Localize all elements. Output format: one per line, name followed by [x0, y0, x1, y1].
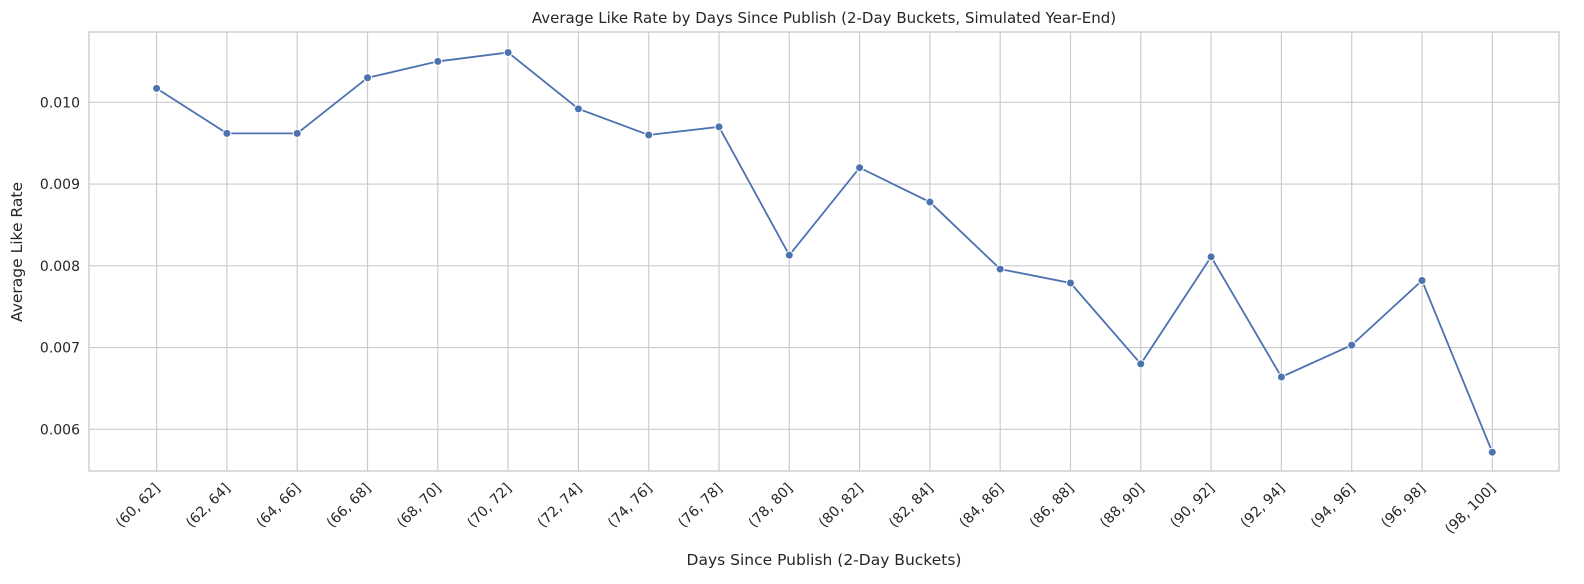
x-tick-label: (66, 68] — [324, 481, 375, 532]
x-tick-label: (68, 70] — [394, 481, 445, 532]
x-tick-label: (60, 62] — [113, 481, 164, 532]
y-tick-label: 0.006 — [40, 422, 80, 438]
x-tick-label: (94, 96] — [1308, 481, 1359, 532]
y-axis-label: Average Like Rate — [8, 182, 26, 322]
x-tick-label: (98, 100] — [1442, 481, 1499, 538]
data-point — [784, 250, 794, 260]
y-tick-label: 0.007 — [40, 341, 80, 357]
y-axis-ticks: 0.006 0.007 0.008 0.009 0.010 — [40, 95, 80, 438]
data-point — [152, 83, 162, 93]
x-tick-label: (90, 92] — [1167, 481, 1218, 532]
x-tick-label: (80, 82] — [816, 481, 867, 532]
data-point — [1206, 252, 1216, 262]
data-point — [433, 56, 443, 66]
data-point — [1136, 359, 1146, 369]
y-tick-label: 0.008 — [40, 259, 80, 275]
series-points — [152, 47, 1497, 457]
data-point — [1276, 372, 1286, 382]
x-tick-label: (64, 66] — [254, 481, 305, 532]
x-tick-label: (88, 90] — [1097, 481, 1148, 532]
data-point — [1417, 276, 1427, 286]
data-point — [222, 128, 232, 138]
data-point — [1487, 447, 1497, 457]
data-point — [714, 122, 724, 132]
x-tick-label: (78, 80] — [746, 481, 797, 532]
data-point — [995, 264, 1005, 274]
data-point — [292, 128, 302, 138]
series-line — [156, 51, 1494, 453]
x-tick-label: (82, 84] — [886, 481, 937, 532]
data-point — [363, 73, 372, 83]
data-point — [925, 197, 935, 207]
plot-frame — [88, 31, 1560, 472]
x-tick-label: (96, 98] — [1378, 481, 1429, 532]
data-point — [644, 130, 654, 140]
x-tick-label: (76, 78] — [675, 481, 726, 532]
y-tick-label: 0.009 — [40, 177, 80, 193]
data-point — [1066, 278, 1075, 288]
x-axis-ticks: (60, 62] (62, 64] (64, 66] (66, 68] (68, 70]… — [113, 481, 1499, 538]
data-point — [573, 104, 583, 114]
data-point — [855, 163, 865, 173]
y-tick-label: 0.010 — [40, 95, 80, 111]
x-tick-label: (84, 86] — [957, 481, 1008, 532]
x-tick-label: (86, 88] — [1027, 481, 1078, 532]
x-axis-label: Days Since Publish (2-Day Buckets) — [687, 551, 962, 569]
chart-title: Average Like Rate by Days Since Publish … — [532, 9, 1116, 27]
x-tick-label: (72, 74] — [535, 481, 586, 532]
x-tick-label: (70, 72] — [464, 481, 515, 532]
x-tick-label: (92, 94] — [1238, 481, 1289, 532]
data-point — [503, 47, 513, 57]
x-tick-label: (74, 76] — [605, 481, 656, 532]
grid — [89, 32, 1559, 471]
data-point — [1347, 340, 1357, 350]
x-tick-label: (62, 64] — [183, 481, 234, 532]
